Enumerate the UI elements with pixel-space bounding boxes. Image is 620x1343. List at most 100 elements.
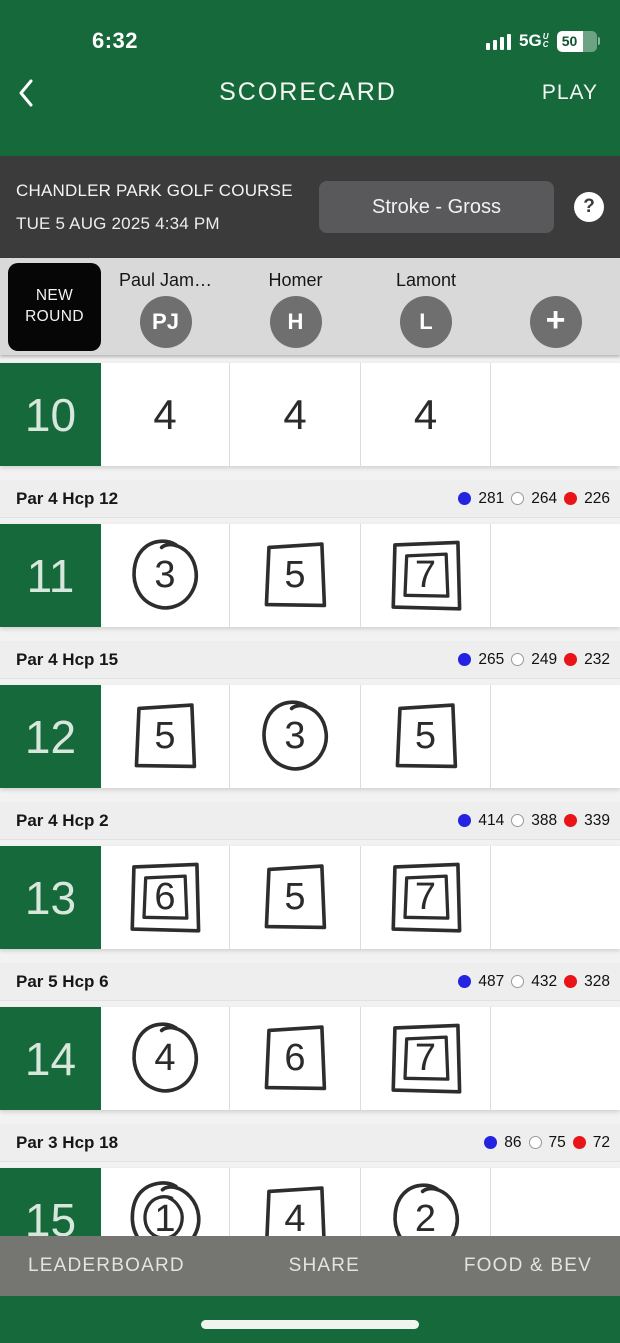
battery-percent: 50	[556, 30, 583, 52]
score-value: 2	[414, 1198, 437, 1240]
red-tee-yards: 72	[592, 1133, 610, 1151]
score-value: 7	[414, 876, 437, 918]
score-value: 3	[154, 554, 176, 596]
square-mark-icon	[395, 702, 457, 768]
player-column-lamont: Lamont L	[361, 258, 491, 355]
red-tee-dot	[564, 653, 578, 666]
share-button[interactable]: SHARE	[288, 1255, 361, 1276]
score-cell[interactable]: 6	[230, 1007, 361, 1110]
red-tee-yards: 226	[584, 489, 610, 507]
score-cell[interactable]: 4	[361, 363, 491, 466]
score-value: 4	[413, 390, 438, 438]
blue-tee-dot	[458, 492, 472, 505]
clock: 6:32	[92, 28, 139, 53]
hole-row-13: 13 6 5 7	[0, 846, 620, 949]
home-indicator	[201, 1320, 419, 1329]
tee-distances: 281 264 226	[458, 490, 610, 508]
hole-info-row: Par 4 Hcp 15 265 249 232	[0, 641, 620, 679]
score-cell[interactable]: 4	[101, 1007, 230, 1110]
back-button[interactable]	[18, 79, 88, 107]
white-tee-yards: 249	[531, 650, 558, 668]
blue-tee-yards: 414	[478, 811, 505, 829]
scoring-mode-dropdown[interactable]: Stroke - Gross	[319, 181, 554, 233]
hole-row-10: 10 4 4 4	[0, 363, 620, 466]
square-mark-icon	[134, 702, 197, 768]
avatar[interactable]: L	[400, 296, 452, 348]
tee-distances: 265 249 232	[458, 651, 610, 669]
score-value: 5	[414, 715, 437, 757]
help-icon[interactable]: ?	[574, 192, 604, 222]
score-cell[interactable]: 4	[230, 363, 361, 466]
add-player-column: +	[491, 258, 620, 355]
add-player-button[interactable]: +	[529, 296, 582, 348]
score-cell[interactable]: 5	[101, 685, 230, 788]
empty-score-cell	[491, 524, 620, 627]
white-tee-dot	[528, 1136, 542, 1149]
score-cell[interactable]: 5	[230, 846, 361, 949]
score-cell[interactable]: 7	[361, 1007, 491, 1110]
avatar[interactable]: PJ	[139, 296, 192, 348]
food-bev-button[interactable]: FOOD & BEV	[463, 1255, 592, 1276]
red-tee-dot	[564, 975, 578, 988]
hole-number-cell: 13	[0, 846, 101, 949]
battery-icon: 50	[556, 30, 600, 52]
player-name: Lamont	[395, 270, 457, 290]
par-hcp-label: Par 5 Hcp 6	[16, 971, 109, 991]
system-footer	[0, 1296, 620, 1343]
red-tee-yards: 328	[584, 972, 610, 990]
score-cell[interactable]: 7	[361, 524, 491, 627]
score-value: 7	[414, 554, 437, 596]
score-cell[interactable]: 3	[101, 524, 230, 627]
empty-score-cell	[491, 1007, 620, 1110]
score-value: 6	[284, 1037, 306, 1079]
scorecard-grid: 10 4 4 4 Par 4 Hcp 12 281 264 226 11	[0, 363, 620, 1271]
empty-score-cell	[491, 685, 620, 788]
avatar[interactable]: H	[269, 296, 322, 348]
score-cell[interactable]: 7	[361, 846, 491, 949]
blue-tee-yards: 265	[478, 650, 505, 668]
hole-number-cell: 12	[0, 685, 101, 788]
red-tee-yards: 232	[584, 650, 610, 668]
white-tee-yards: 388	[531, 811, 558, 829]
score-value: 3	[284, 715, 306, 757]
score-value: 7	[414, 1037, 437, 1079]
par-hcp-label: Par 4 Hcp 12	[16, 488, 119, 508]
score-cell[interactable]: 5	[361, 685, 491, 788]
player-name: Paul Jam…	[118, 270, 213, 290]
score-cell[interactable]: 5	[230, 524, 361, 627]
score-cell[interactable]: 6	[101, 846, 230, 949]
course-name: CHANDLER PARK GOLF COURSE	[16, 180, 293, 200]
new-round-button[interactable]: NEW ROUND	[8, 263, 101, 351]
blue-tee-dot	[484, 1136, 498, 1149]
double-square-mark-icon	[390, 862, 461, 933]
score-cell[interactable]: 4	[101, 363, 230, 466]
square-mark-icon	[264, 541, 327, 607]
score-cell[interactable]: 3	[230, 685, 361, 788]
square-mark-icon	[264, 1024, 327, 1090]
chevron-left-icon	[19, 79, 33, 106]
blue-tee-dot	[458, 653, 472, 666]
white-tee-dot	[511, 492, 525, 505]
score-value: 4	[154, 1037, 176, 1079]
player-name: Homer	[268, 270, 323, 290]
blue-tee-yards: 86	[504, 1133, 522, 1151]
tee-distances: 487 432 328	[458, 973, 610, 991]
blue-tee-dot	[458, 975, 472, 988]
white-tee-yards: 75	[548, 1133, 566, 1151]
hole-info-row: Par 5 Hcp 6 487 432 328	[0, 963, 620, 1001]
square-mark-icon	[264, 863, 327, 929]
hole-row-12: 12 5 3 5	[0, 685, 620, 788]
leaderboard-button[interactable]: LEADERBOARD	[28, 1255, 185, 1276]
red-tee-dot	[564, 814, 578, 827]
hole-row-14: 14 4 6 7	[0, 1007, 620, 1110]
white-tee-dot	[511, 975, 525, 988]
circle-mark-icon	[262, 699, 329, 771]
white-tee-dot	[511, 653, 525, 666]
white-tee-dot	[511, 814, 525, 827]
hole-number-cell: 14	[0, 1007, 101, 1110]
hole-info-row: Par 4 Hcp 2 414 388 339	[0, 802, 620, 840]
play-button[interactable]: PLAY	[541, 80, 598, 104]
